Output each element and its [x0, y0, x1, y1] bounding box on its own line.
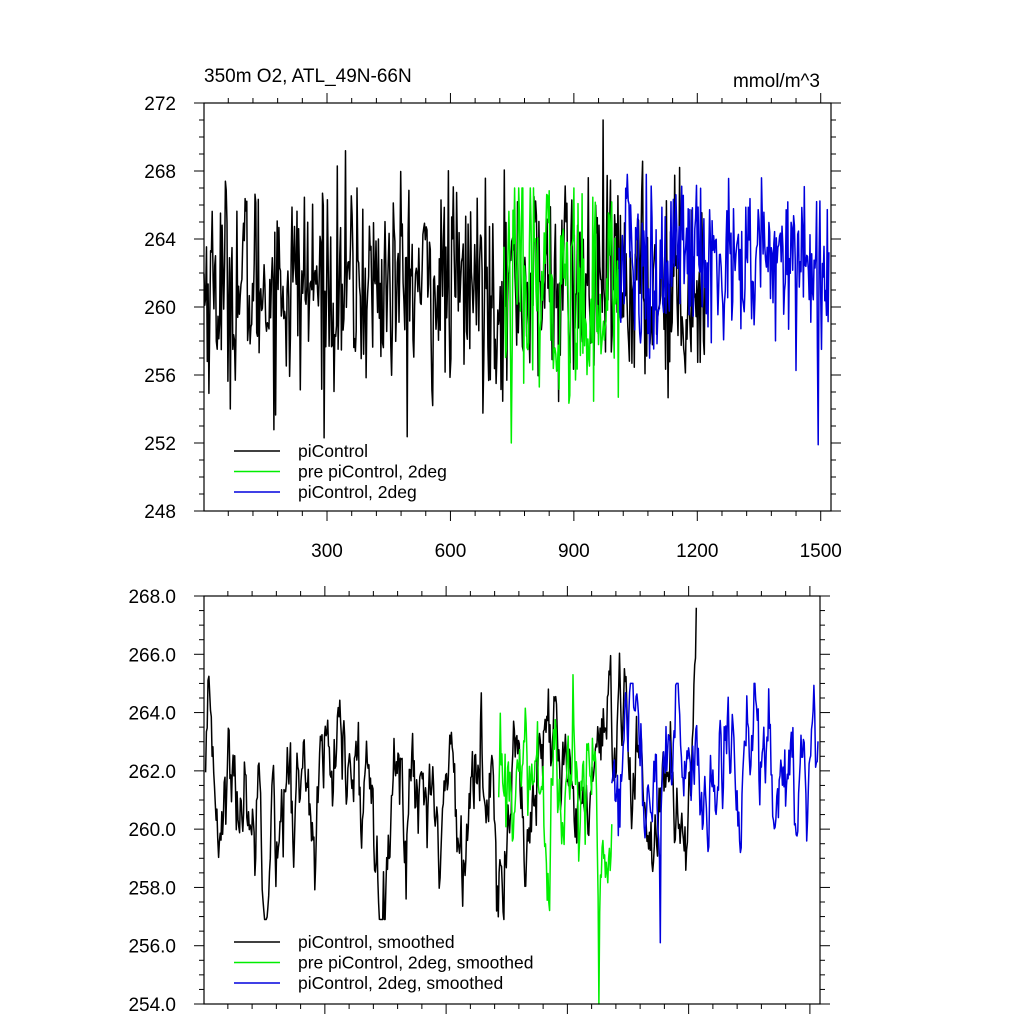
bottom-y-tick-label: 262.0 — [128, 762, 176, 783]
top-y-tick-label: 248 — [144, 502, 176, 523]
top-x-tick-label: 900 — [558, 541, 590, 562]
top-legend-label-1: piControl — [298, 441, 368, 461]
top-series-line-1 — [203, 119, 706, 439]
top-panel: 248 252 256 260 264 268 272 300 600 900 1200 1500 pi… — [144, 93, 842, 562]
bottom-y-tick-label: 254.0 — [128, 995, 176, 1016]
bottom-series-line-3 — [611, 682, 819, 944]
units-label: mmol/m^3 — [733, 71, 820, 92]
bottom-series-line-1 — [204, 607, 698, 921]
top-x-tick-label: 1200 — [676, 541, 718, 562]
bottom-legend-label-1: piControl, smoothed — [298, 932, 455, 952]
top-y-tick-label: 272 — [144, 94, 176, 115]
bottom-legend-label-3: piControl, 2deg, smoothed — [298, 973, 503, 993]
top-y-tick-label: 268 — [144, 162, 176, 183]
top-y-tick-label: 260 — [144, 298, 176, 319]
bottom-series-line-2 — [497, 673, 613, 1005]
bottom-panel: 254.0 256.0 258.0 260.0 262.0 264.0 266.0 268.0… — [128, 586, 830, 1016]
bottom-legend-label-2: pre piControl, 2deg, smoothed — [298, 953, 533, 973]
top-series-line-3 — [618, 173, 830, 446]
bottom-y-tick-label: 260.0 — [128, 820, 176, 841]
bottom-y-tick-label: 258.0 — [128, 878, 176, 899]
bottom-y-tick-label: 268.0 — [128, 587, 176, 608]
bottom-y-tick-label: 264.0 — [128, 704, 176, 725]
top-y-tick-label: 256 — [144, 366, 176, 387]
top-series-line-2 — [503, 187, 620, 444]
bottom-y-tick-label: 266.0 — [128, 645, 176, 666]
bottom-y-tick-label: 256.0 — [128, 937, 176, 958]
top-y-tick-label: 252 — [144, 434, 176, 455]
top-x-tick-label: 1500 — [800, 541, 842, 562]
top-legend-label-2: pre piControl, 2deg — [298, 462, 447, 482]
top-x-tick-label: 600 — [435, 541, 467, 562]
top-x-tick-label: 300 — [311, 541, 343, 562]
top-y-tick-label: 264 — [144, 230, 176, 251]
chart-title: 350m O2, ATL_49N-66N — [204, 66, 412, 87]
top-legend-label-3: piControl, 2deg — [298, 482, 417, 502]
